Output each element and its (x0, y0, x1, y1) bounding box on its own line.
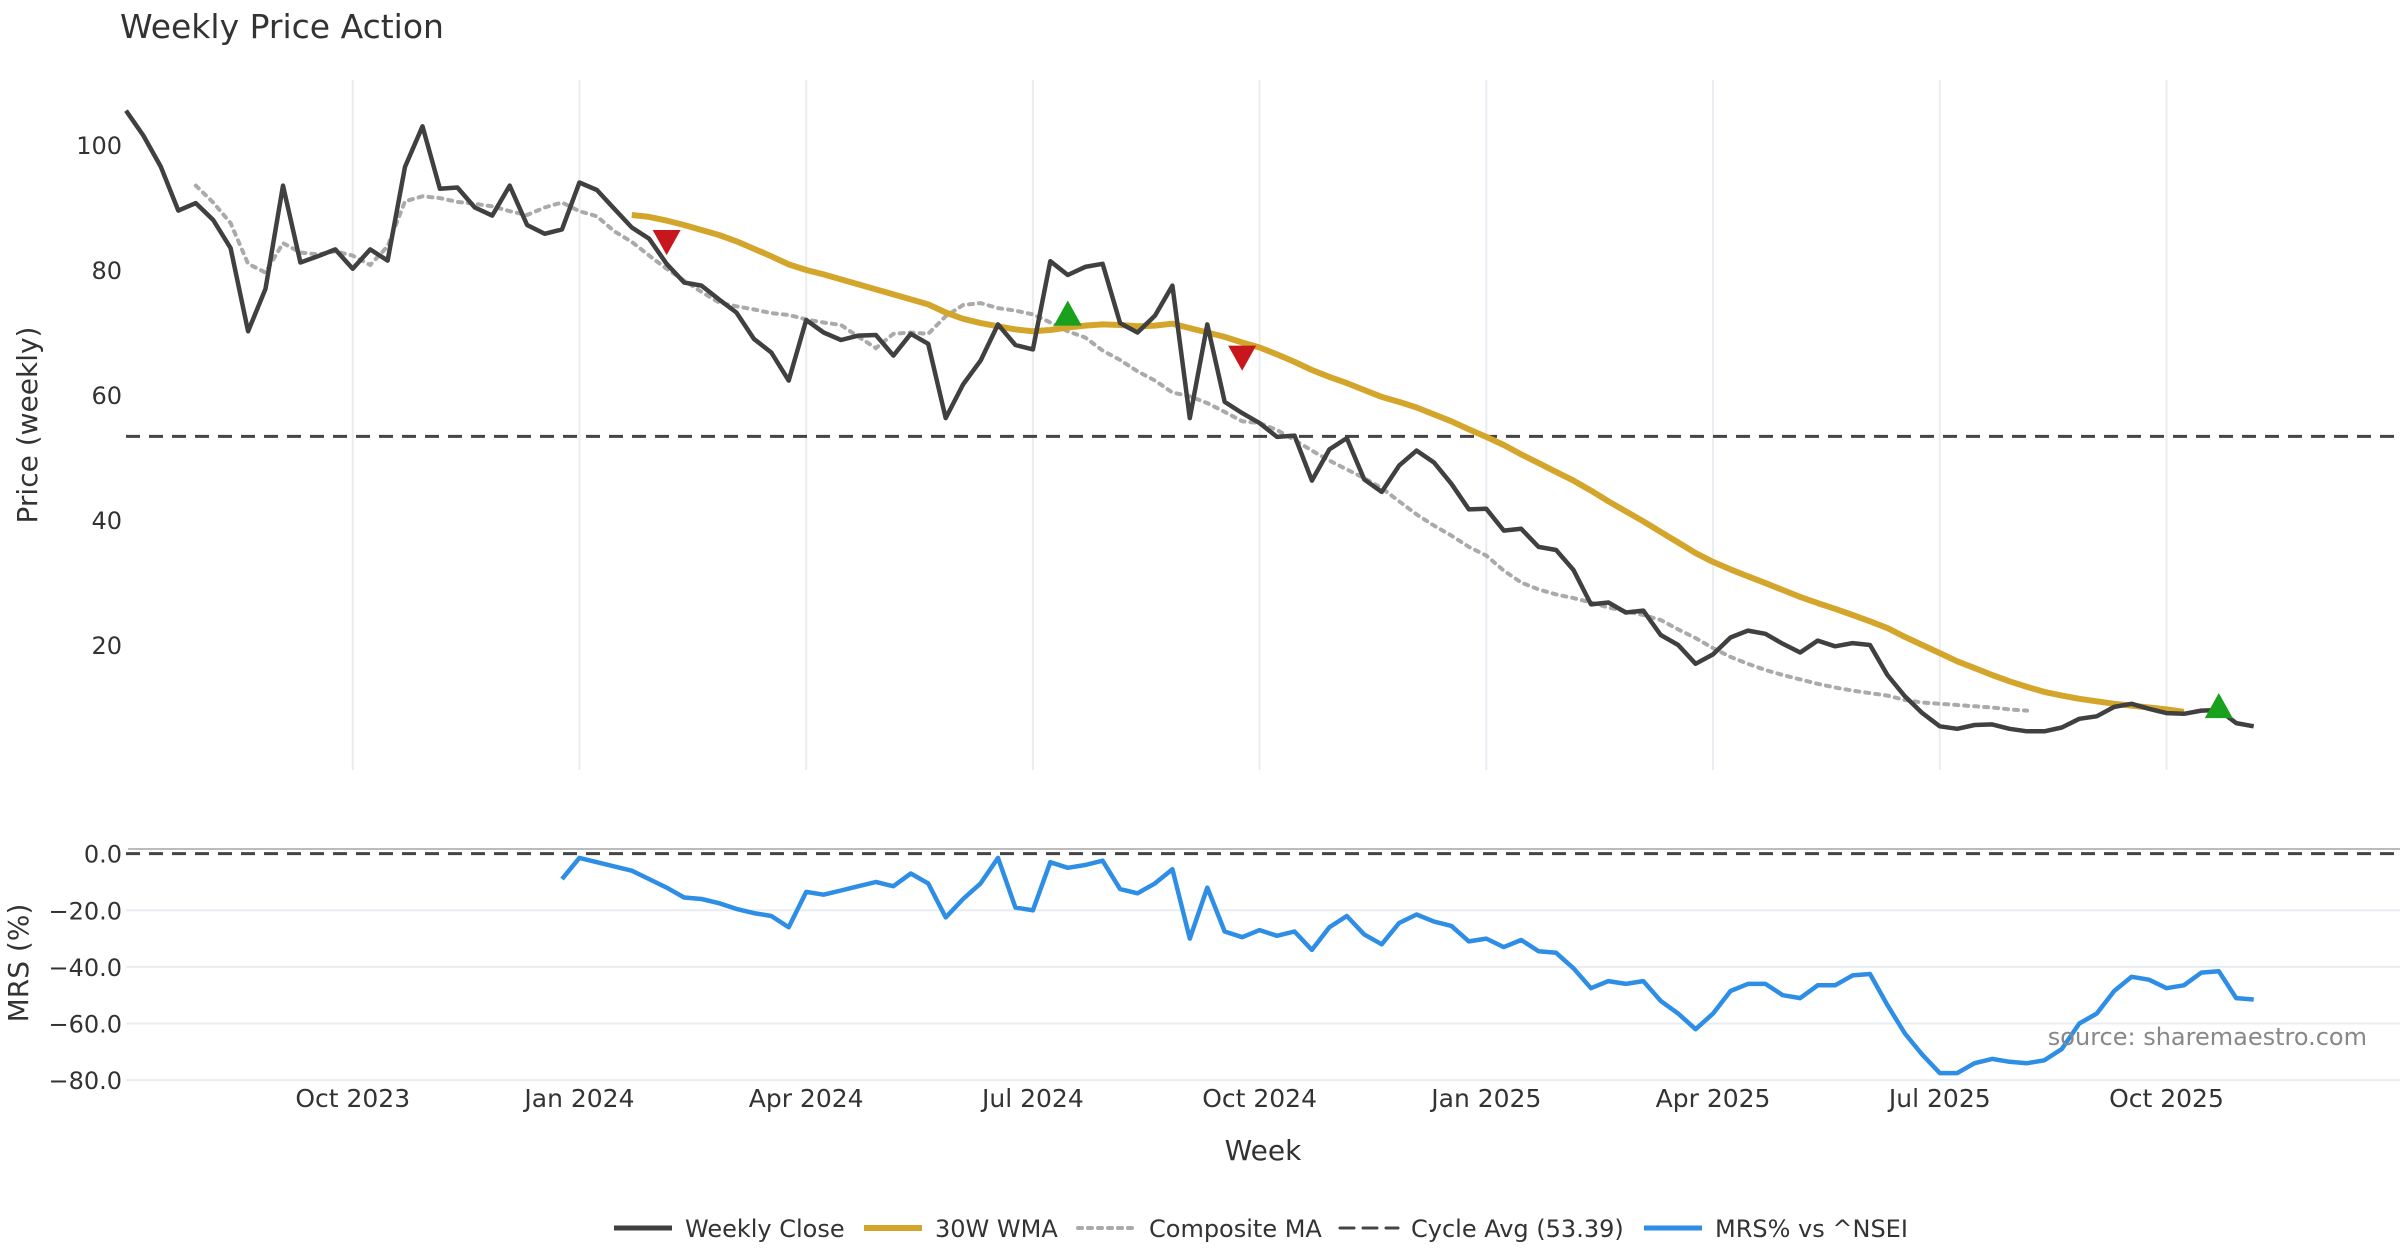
x-tick-label: Apr 2024 (749, 1084, 864, 1113)
legend-item: MRS% vs ^NSEI (1644, 1215, 1908, 1243)
x-tick-label: Oct 2025 (2109, 1084, 2224, 1113)
mrs-line (560, 855, 2254, 1076)
price-y-tick-label: 80 (91, 257, 122, 285)
x-tick-label: Jul 2024 (980, 1084, 1084, 1113)
composite-ma-line (193, 183, 2029, 713)
mrs-y-grid (126, 909, 2400, 1082)
legend-label: MRS% vs ^NSEI (1715, 1215, 1908, 1243)
x-tick-label: Oct 2024 (1202, 1084, 1317, 1113)
sell-signal-marker (1228, 345, 1257, 371)
price-panel: 20 40 60 80 100 Price (weekly) (11, 80, 2400, 770)
x-tick-label: Jan 2024 (522, 1084, 634, 1113)
x-tick-label: Oct 2023 (295, 1084, 410, 1113)
price-y-tick-label: 20 (91, 632, 122, 660)
buy-signal-marker (1053, 300, 1082, 326)
price-y-tick-label: 100 (76, 132, 122, 160)
wma-30w-line (631, 212, 2185, 715)
legend-label: Cycle Avg (53.39) (1411, 1215, 1624, 1243)
mrs-y-tick-label: −40.0 (48, 954, 122, 982)
mrs-panel: 0.0 −20.0 −40.0 −60.0 −80.0 MRS (%) source: … (2, 841, 2400, 1096)
legend-label: Weekly Close (685, 1215, 845, 1243)
sell-signal-marker (652, 229, 681, 256)
legend-item: Cycle Avg (53.39) (1338, 1215, 1624, 1243)
price-y-tick-label: 40 (91, 507, 122, 535)
x-tick-label: Apr 2025 (1656, 1084, 1771, 1113)
legend-item: Composite MA (1076, 1215, 1322, 1243)
x-tick-label: Jul 2025 (1887, 1084, 1991, 1113)
source-annotation: source: sharemaestro.com (2048, 1023, 2367, 1051)
mrs-y-tick-label: −20.0 (48, 897, 122, 925)
x-axis: Oct 2023 Jan 2024 Apr 2024 Jul 2024 Oct 2024… (295, 1084, 2224, 1113)
legend-label: 30W WMA (935, 1215, 1058, 1243)
mrs-y-tick-label: 0.0 (84, 841, 122, 869)
chart-title: Weekly Price Action (120, 7, 444, 46)
buy-signal-marker (2204, 692, 2233, 719)
price-y-tick-label: 60 (91, 382, 122, 410)
legend-label: Composite MA (1149, 1215, 1322, 1243)
price-y-label: Price (weekly) (11, 327, 44, 524)
price-y-axis: 20 40 60 80 100 (76, 132, 122, 660)
x-tick-label: Jan 2025 (1429, 1084, 1541, 1113)
x-axis-label: Week (1225, 1134, 1302, 1167)
mrs-y-tick-label: −60.0 (48, 1011, 122, 1039)
legend-item: 30W WMA (864, 1215, 1058, 1243)
mrs-y-label: MRS (%) (2, 904, 35, 1023)
mrs-y-tick-label: −80.0 (48, 1067, 122, 1095)
legend-item: Weekly Close (614, 1215, 845, 1243)
weekly-close-line (124, 109, 2255, 734)
mrs-y-axis: 0.0 −20.0 −40.0 −60.0 −80.0 (48, 841, 122, 1096)
legend: Weekly Close 30W WMA Composite MA Cycle Avg… (614, 1215, 1908, 1243)
signal-markers (652, 229, 2233, 719)
